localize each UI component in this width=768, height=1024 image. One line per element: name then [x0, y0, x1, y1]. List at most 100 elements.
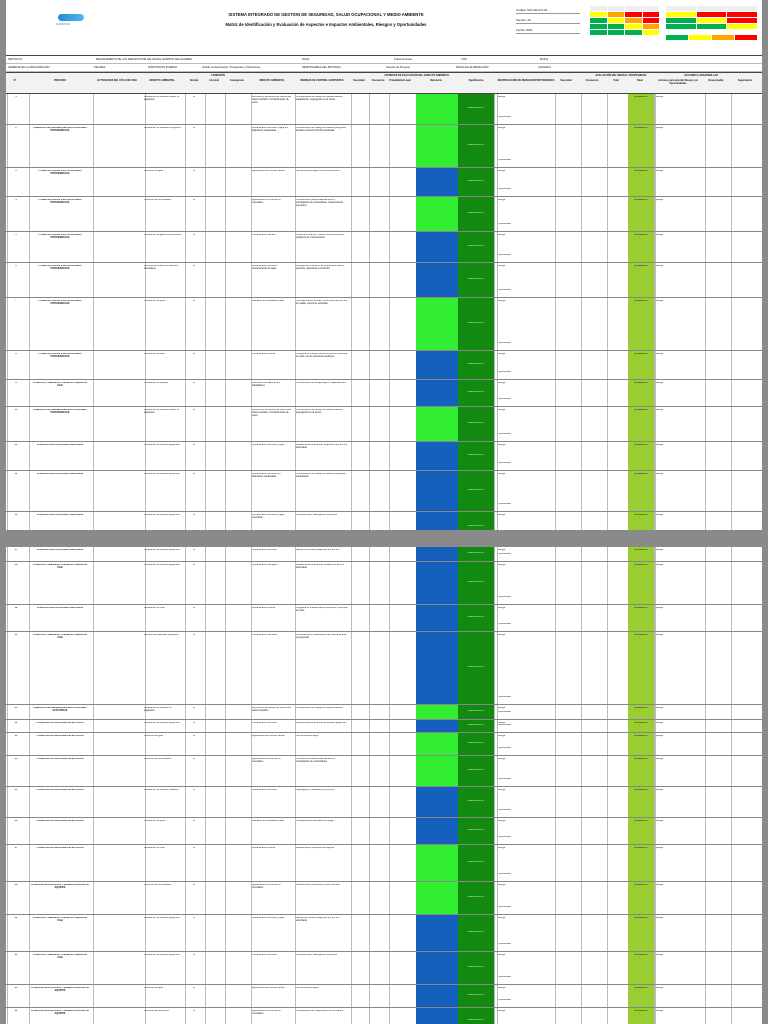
- row-riesgo-label: Riesgo: [498, 382, 506, 384]
- row-condicion-mark: X: [193, 722, 195, 724]
- ref-version: Versión: 02: [516, 18, 580, 24]
- cell-divider: [496, 442, 498, 470]
- cell-divider: [184, 197, 186, 231]
- document-subtitle: Matriz de Identificación y Evaluación de…: [225, 22, 427, 27]
- cell-divider: [224, 733, 226, 755]
- col-actividades: ACTIVIDADES DEL CICLO DE VIDA: [96, 79, 138, 82]
- group-acciones: ACCIONES A DESARROLLAR: [684, 74, 718, 77]
- valoracion-cell: [416, 125, 459, 167]
- cell-divider: [368, 845, 370, 881]
- row-impacto: Disminución del tiempo de vida útil del …: [252, 707, 292, 712]
- valoracion-cell: [416, 197, 459, 231]
- cell-divider: [6, 471, 8, 511]
- cell-divider: [204, 1008, 206, 1024]
- cell-divider: [224, 298, 226, 350]
- cell-divider: [204, 985, 206, 1007]
- matrix-rows-page-1: 1 Generación de residuos sólidos no pelig…: [6, 94, 762, 530]
- row-aspecto: Generación de residuos metálicos: [144, 789, 179, 791]
- cell-divider: [204, 733, 206, 755]
- row-proceso: Producción INSTALACIONES SANITARIAS: [36, 549, 84, 551]
- row-condicion-mark: X: [193, 549, 195, 551]
- cell-divider: [294, 351, 296, 379]
- cell-divider: [496, 562, 498, 604]
- cell-divider: [388, 232, 390, 262]
- cell-divider: [496, 125, 498, 167]
- cell-divider: [184, 263, 186, 297]
- col-nivel: Nivel: [637, 79, 643, 82]
- cell-divider: [554, 915, 556, 951]
- cell-divider: [554, 232, 556, 262]
- nivel-cell: [628, 756, 655, 786]
- accion-riesgo-label: Riesgo: [656, 758, 664, 760]
- significancia-cell: [458, 882, 495, 914]
- table-row: 19 Producción INSTALACIONES SANITARIAS Gen…: [6, 605, 762, 632]
- cell-divider: [144, 705, 146, 719]
- cell-divider: [704, 1008, 706, 1024]
- valoracion-cell: [416, 442, 459, 470]
- cell-divider: [92, 562, 94, 604]
- cod-label: CÓD: [461, 58, 467, 61]
- cell-divider: [224, 380, 226, 406]
- cell-divider: [6, 882, 8, 914]
- nivel-text: MODERADO: [634, 300, 648, 302]
- cell-divider: [496, 168, 498, 196]
- col-frecuencia-2: Frecuencia: [585, 79, 599, 82]
- cell-divider: [388, 915, 390, 951]
- row-medidas: Almacenamiento temporal, traslado por EO…: [296, 564, 345, 569]
- cell-divider: [92, 94, 94, 124]
- cell-divider: [554, 705, 556, 719]
- row-aspecto: Generación de residuos peligrosos: [144, 917, 180, 919]
- significancia-text: SIGNIFICATIVO: [467, 829, 485, 831]
- row-medidas: Uso racional del agua, control de consum…: [296, 170, 340, 172]
- cell-divider: [704, 756, 706, 786]
- cell-divider: [580, 125, 582, 167]
- cell-divider: [368, 547, 370, 561]
- cell-divider: [580, 442, 582, 470]
- cell-divider: [580, 351, 582, 379]
- cell-divider: [730, 787, 732, 817]
- cell-divider: [496, 512, 498, 530]
- proyecto-value: MEJORAMIENTO DE LOS SERVICIOS DE SALUD D…: [96, 58, 193, 61]
- row-medidas: Kit antiderrame, bandejas de contención: [296, 514, 338, 516]
- row-condicion-mark: X: [193, 607, 195, 609]
- cell-divider: [704, 605, 706, 631]
- accion-riesgo-label: Riesgo: [656, 199, 664, 201]
- row-impacto: Disminución del tiempo de vida útil del …: [252, 409, 292, 417]
- cell-divider: [730, 720, 732, 732]
- cell-divider: [730, 705, 732, 719]
- cell-divider: [606, 298, 608, 350]
- cell-divider: [6, 351, 8, 379]
- cell-divider: [224, 1008, 226, 1024]
- cell-divider: [250, 985, 252, 1007]
- row-medidas: Kit antiderrame, bandejas de contención: [296, 954, 338, 956]
- cell-divider: [6, 547, 8, 561]
- nivel-cell: [628, 632, 655, 704]
- valoracion-cell: [416, 705, 459, 719]
- cell-divider: [554, 442, 556, 470]
- cell-divider: [204, 94, 206, 124]
- cell-divider: [704, 705, 706, 719]
- cell-divider: [92, 915, 94, 951]
- cell-divider: [388, 756, 390, 786]
- cell-divider: [184, 952, 186, 984]
- cell-divider: [606, 1008, 608, 1024]
- cell-divider: [92, 298, 94, 350]
- cell-divider: [580, 882, 582, 914]
- table-row: 17 Producción INSTALACIONES SANITARIAS Gen…: [6, 547, 762, 562]
- significancia-text: SIGNIFICATIVO: [467, 525, 485, 527]
- table-row: 4 Producción OBRAS E INSTALACIONES PROVIS…: [6, 197, 762, 232]
- cell-divider: [28, 632, 30, 704]
- cell-divider: [654, 197, 656, 231]
- cell-divider: [144, 125, 146, 167]
- row-oportunidad-label: Oportunidad: [498, 116, 511, 118]
- cell-divider: [554, 298, 556, 350]
- row-number: 2: [15, 127, 17, 129]
- cell-divider: [554, 197, 556, 231]
- cell-divider: [388, 1008, 390, 1024]
- cell-divider: [294, 298, 296, 350]
- cell-divider: [496, 720, 498, 732]
- valoracion-cell: [416, 787, 459, 817]
- cell-divider: [496, 547, 498, 561]
- cell-divider: [250, 720, 252, 732]
- accion-riesgo-label: Riesgo: [656, 549, 664, 551]
